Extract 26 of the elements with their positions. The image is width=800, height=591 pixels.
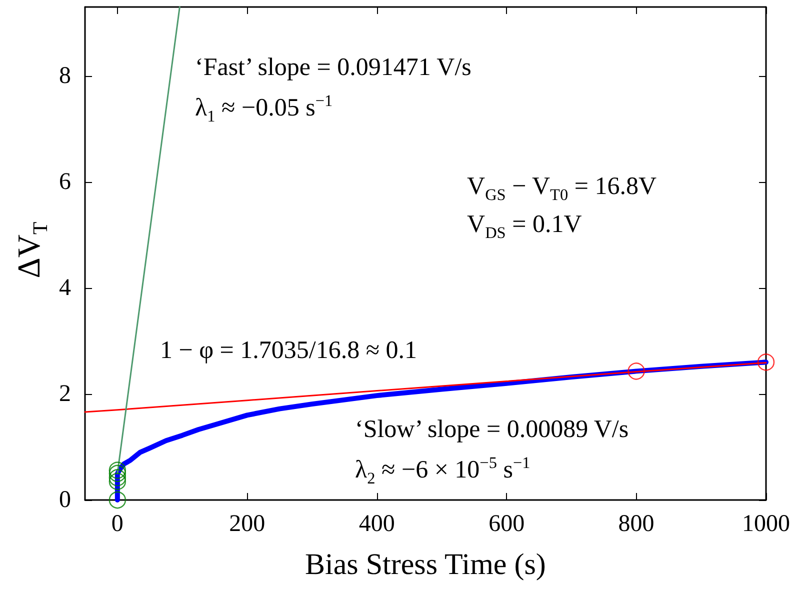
point: [108, 464, 126, 482]
point: [108, 469, 126, 486]
x-tick-label: 1000: [742, 511, 790, 537]
annotation: V$_{DS}$ = 0.1V: [467, 211, 582, 242]
point: [628, 362, 645, 380]
y-tick-label: 6: [59, 168, 71, 195]
x-tick-label: 400: [358, 511, 395, 537]
annotation: λ$_{2}$ ≈ −6 × 10$^{−5}$ s$^{−1}$: [355, 454, 530, 488]
y-tick-label: 8: [59, 62, 71, 89]
x-tick-label: 200: [229, 511, 266, 537]
point: [108, 462, 126, 479]
y-tick-label: 2: [59, 380, 71, 407]
annotation: λ$_{1}$ ≈ −0.05 s$^{−1}$: [195, 92, 333, 126]
x-tick-label: 600: [488, 511, 525, 537]
annotation: V$_{GS}$ − V$_{T0}$ = 16.8V: [467, 173, 657, 204]
y-tick-label: 4: [59, 274, 71, 301]
point: [757, 354, 775, 371]
annotation: ‘Slow’ slope = 0.00089 V/s: [355, 416, 629, 443]
y-tick-label: 0: [59, 487, 71, 513]
x-axis-title: Bias Stress Time (s): [305, 548, 546, 581]
annotation: ‘Fast’ slope = 0.091471 V/s: [195, 54, 472, 81]
annotation: 1 − φ = 1.7035/16.8 ≈ 0.1: [160, 337, 418, 364]
x-tick-label: 0: [111, 511, 124, 537]
x-tick-label: 800: [618, 511, 654, 537]
point: [108, 472, 126, 490]
point: [108, 491, 126, 509]
